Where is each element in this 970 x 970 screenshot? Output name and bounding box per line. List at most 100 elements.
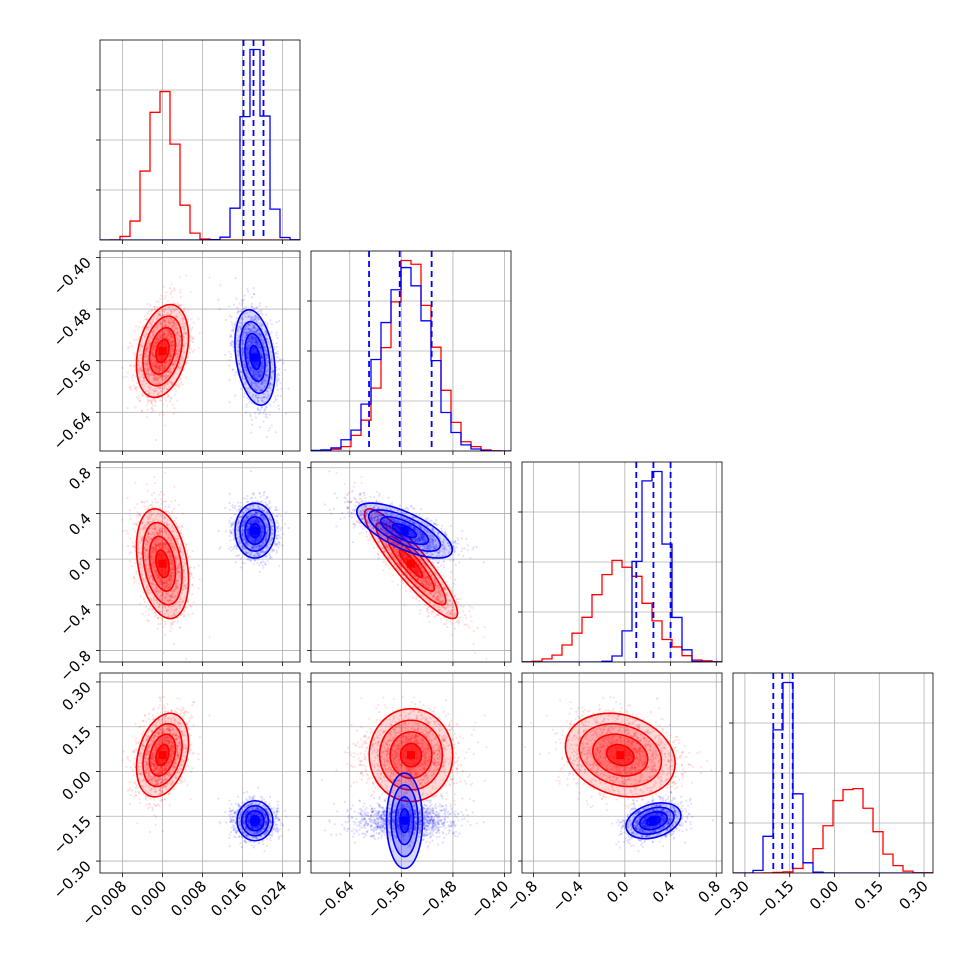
contour-blue (645, 815, 662, 827)
x-tick-label: 0.30 (896, 877, 932, 913)
contour-blue (379, 516, 430, 546)
contour-blue (632, 806, 675, 835)
contour-red (142, 722, 183, 788)
panel-2-0: −0.8 −0.4 0.0 0.4 0.8 (56, 461, 301, 685)
panel-2-1 (307, 461, 512, 666)
contour-red (368, 707, 454, 803)
panel-frame (521, 672, 723, 874)
density-peak-red (158, 751, 167, 760)
density-peak-red (158, 347, 167, 355)
contour-blue (390, 784, 419, 858)
x-tick-label: 0.016 (207, 877, 250, 920)
panel-1-0: −0.64 −0.56 −0.48 −0.40 (50, 250, 301, 455)
contour-red (605, 743, 635, 767)
contour-blue (244, 516, 266, 546)
x-tick-label: −0.56 (364, 877, 409, 922)
contour-blue (244, 332, 266, 383)
x-tick-label: −0.008 (78, 877, 130, 929)
x-tick-label: −0.8 (503, 877, 541, 915)
panel-frame (99, 461, 301, 663)
contour-blue (234, 308, 276, 406)
contour-blue (239, 509, 271, 552)
y-tick-label: −0.40 (50, 254, 95, 299)
x-tick-label: −0.15 (752, 877, 797, 922)
x-tick-label: −0.48 (416, 877, 461, 922)
y-tick-label: 0.15 (58, 723, 94, 759)
contour-blue (240, 804, 270, 837)
panel-frame (99, 672, 301, 874)
x-tick-label: 0.0 (603, 877, 633, 907)
histogram-blue (733, 681, 933, 873)
panel-0-0 (96, 39, 301, 244)
histogram-red (100, 90, 300, 240)
contour-blue (245, 809, 265, 832)
y-tick-label: 0.8 (65, 464, 95, 494)
panel-frame (310, 461, 512, 663)
x-tick-label: −0.64 (312, 877, 357, 922)
panel-3-2: −0.8 −0.4 0.0 0.4 0.8 (503, 672, 724, 916)
y-tick-label: 0.30 (58, 678, 94, 714)
contour-red (398, 549, 424, 579)
contour-red (155, 338, 170, 364)
contour-blue (239, 320, 271, 395)
contour-red (155, 743, 170, 767)
contour-blue (638, 811, 668, 831)
contour-blue (391, 522, 418, 539)
density-peak-blue (251, 526, 259, 535)
histogram-blue (522, 470, 722, 662)
contour-blue (399, 808, 410, 834)
contour-blue (249, 522, 261, 539)
contour-red (142, 315, 183, 387)
contour-red (363, 508, 459, 620)
x-tick-label: −0.4 (548, 877, 586, 915)
y-tick-label: −0.4 (56, 601, 94, 639)
panel-1-1 (307, 250, 512, 455)
panel-2-2 (518, 461, 723, 666)
y-tick-label: −0.64 (50, 408, 95, 453)
contour-red (578, 722, 663, 788)
contour-red (564, 712, 676, 798)
y-tick-label: −0.8 (56, 647, 94, 685)
density-peak-blue (251, 816, 259, 825)
density-peak-blue (400, 816, 409, 825)
density-peak-blue (649, 816, 658, 825)
histogram-blue (311, 266, 511, 451)
contour-blue (625, 802, 682, 840)
density-peak-red (158, 559, 167, 568)
contour-red (155, 549, 170, 579)
x-tick-label: 0.4 (649, 877, 679, 907)
panel-3-3: −0.30 −0.15 0.00 0.15 0.30 (708, 672, 934, 922)
contour-blue (394, 796, 415, 846)
panel-frame (310, 672, 512, 874)
contour-blue (236, 799, 274, 842)
density-peak-red (616, 751, 625, 760)
density-peak-blue (251, 353, 259, 362)
histogram-blue (100, 48, 300, 240)
contour-blue (249, 344, 261, 371)
contour-blue (385, 772, 424, 870)
x-tick-label: 0.00 (806, 877, 842, 913)
y-tick-label: 0.0 (65, 555, 95, 585)
contour-red (135, 712, 190, 798)
x-tick-label: 0.024 (247, 877, 290, 920)
y-tick-label: −0.48 (50, 305, 95, 350)
density-peak-blue (400, 526, 409, 535)
density-peak-red (407, 559, 415, 568)
panel-3-1: −0.64 −0.56 −0.48 −0.40 (307, 672, 512, 922)
x-tick-label: 0.008 (167, 877, 210, 920)
x-tick-label: 0.15 (851, 877, 887, 913)
contour-blue (367, 509, 442, 552)
contour-red (148, 733, 177, 777)
histogram-red (733, 787, 933, 873)
density-peak-red (407, 751, 415, 760)
panel-frame (99, 250, 301, 452)
contour-blue (234, 502, 276, 559)
contour-red (148, 535, 177, 592)
contour-red (399, 742, 423, 768)
y-tick-label: −0.30 (50, 857, 95, 902)
x-tick-label: 0.000 (127, 877, 170, 920)
y-tick-label: 0.4 (65, 510, 95, 540)
y-tick-label: −0.56 (50, 357, 95, 402)
